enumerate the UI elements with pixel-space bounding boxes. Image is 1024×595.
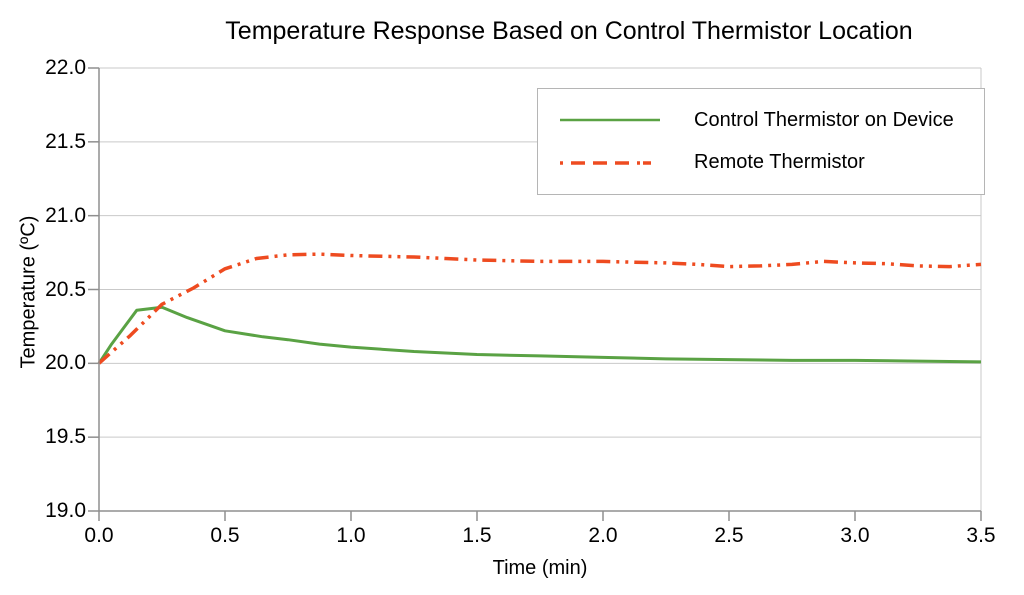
x-tick-label-2.0: 2.0 [588, 524, 618, 547]
legend: Control Thermistor on Device Remote Ther… [537, 88, 985, 195]
y-tick-label-21.0: 21.0 [45, 203, 86, 227]
y-tick-label-20.0: 20.0 [45, 351, 86, 375]
legend-label-control: Control Thermistor on Device [694, 108, 954, 131]
x-tick-label-3.0: 3.0 [840, 524, 870, 547]
y-tick-label-19.5: 19.5 [45, 425, 86, 449]
y-tick-label-21.5: 21.5 [45, 129, 86, 153]
legend-label-remote: Remote Thermistor [694, 151, 865, 174]
solid-line-swatch-icon [560, 118, 660, 122]
dash-dot-line-swatch-icon [560, 161, 660, 165]
x-axis-title: Time (min) [492, 557, 588, 579]
y-tick-label-22.0: 22.0 [45, 56, 86, 79]
legend-item-remote: Remote Thermistor [538, 151, 984, 174]
x-tick-label-3.5: 3.5 [966, 524, 996, 547]
y-tick-label-20.5: 20.5 [45, 277, 86, 301]
series-line-remote [97, 252, 982, 365]
x-tick-label-0.0: 0.0 [84, 524, 114, 547]
x-tick-label-1.5: 1.5 [462, 524, 492, 547]
legend-item-control: Control Thermistor on Device [538, 109, 984, 132]
chart-title: Temperature Response Based on Control Th… [225, 17, 913, 45]
series-line-control [97, 305, 982, 365]
x-tick-label-1.0: 1.0 [336, 524, 366, 547]
x-tick-label-2.5: 2.5 [714, 524, 744, 547]
x-tick-label-0.5: 0.5 [210, 524, 240, 547]
y-tick-label-19.0: 19.0 [45, 499, 86, 522]
